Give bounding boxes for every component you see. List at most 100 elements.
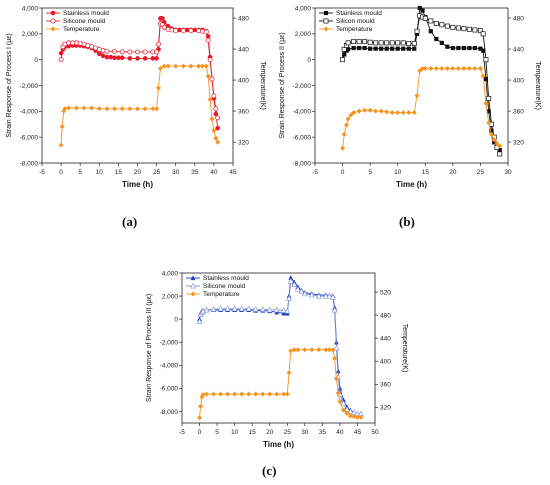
data-point — [333, 344, 340, 351]
y-tick-label: -6,000 — [293, 134, 312, 141]
legend-label: Silicon mould — [336, 18, 375, 25]
data-point — [455, 25, 461, 31]
y2-tick-label: 360 — [380, 382, 391, 389]
data-point — [345, 40, 351, 46]
data-point — [347, 408, 354, 414]
data-point — [104, 48, 110, 54]
y2-tick-label: 440 — [513, 46, 524, 53]
legend-marker — [50, 18, 56, 24]
data-point — [203, 306, 210, 313]
data-point — [215, 125, 221, 131]
y2-tick-label: 480 — [380, 312, 391, 319]
data-point — [156, 85, 162, 91]
series-line — [342, 68, 500, 149]
x-tick-label: 35 — [191, 169, 199, 176]
data-point — [100, 53, 106, 59]
data-point — [395, 40, 401, 46]
data-point — [497, 143, 503, 149]
y2-tick-label: 480 — [513, 15, 524, 22]
legend-label: Stainless mould — [336, 10, 382, 17]
data-point — [173, 28, 179, 34]
data-point — [450, 45, 455, 51]
data-point — [291, 281, 298, 287]
panel-caption-c: (c) — [262, 463, 277, 478]
chart-a-svg: -5 0 5 10 15 20 25 30 35 40 45 -8,000 -6,000 -4,000 -2… — [6, 5, 266, 189]
y2-axis-label: Temperature(K) — [401, 324, 408, 373]
data-point — [213, 106, 219, 112]
data-point — [461, 45, 466, 51]
data-point — [494, 141, 500, 147]
data-point — [104, 106, 110, 112]
x-tick-label: 0 — [198, 429, 202, 436]
x-tick-label: 5 — [368, 169, 372, 176]
data-point — [224, 305, 231, 312]
x-tick-label: 10 — [96, 169, 104, 176]
data-point — [477, 65, 483, 71]
y-tick-label: -2,000 — [293, 83, 312, 90]
y2-tick-label: 320 — [513, 139, 524, 146]
legend-label: Temperature — [336, 26, 373, 33]
data-point — [205, 73, 211, 79]
data-point — [211, 127, 217, 133]
data-point — [215, 139, 221, 145]
data-point — [246, 391, 252, 397]
x-tick-label: 25 — [477, 169, 485, 176]
data-point — [467, 45, 472, 51]
data-point — [444, 65, 450, 71]
data-point — [433, 21, 439, 26]
data-point — [492, 140, 497, 145]
data-point — [62, 106, 68, 112]
data-point — [373, 46, 378, 51]
x-tick-label: 25 — [153, 169, 161, 176]
data-point — [384, 46, 389, 51]
data-point — [188, 28, 194, 34]
data-point — [414, 28, 420, 34]
data-point — [488, 131, 494, 137]
y-tick-label: -6,000 — [160, 386, 179, 393]
data-point — [142, 49, 148, 55]
data-point — [345, 116, 351, 122]
series-1 — [58, 21, 221, 121]
data-point — [294, 285, 301, 292]
x-tick-label: 25 — [284, 429, 292, 436]
data-point — [489, 128, 494, 133]
x-tick-label: 15 — [115, 169, 123, 176]
x-tick-label: -5 — [312, 169, 318, 176]
x-tick-label: 30 — [172, 169, 180, 176]
x-tick-label: 30 — [504, 169, 512, 176]
data-point — [356, 108, 362, 114]
data-point — [414, 31, 420, 36]
data-point — [400, 40, 406, 46]
data-point — [288, 275, 294, 280]
y2-tick-label: 360 — [513, 108, 524, 115]
data-point — [154, 56, 159, 61]
data-point — [420, 65, 426, 71]
chart-b-svg: -5 0 5 10 15 20 25 30 -8,000 -6,000 -4,000 -2,000 0 2… — [279, 5, 541, 189]
data-point — [420, 8, 425, 13]
data-point — [422, 65, 428, 71]
y-tick-label: 4,000 — [295, 5, 312, 12]
data-point — [331, 306, 338, 313]
data-point — [135, 49, 140, 55]
chart-panel-b: -5 0 5 10 15 20 25 30 -8,000 -6,000 -4,000 -2,000 0 2… — [275, 0, 550, 215]
data-point — [213, 135, 219, 141]
data-point — [335, 390, 341, 396]
data-point — [450, 24, 456, 30]
data-point — [252, 306, 259, 312]
x-tick-label: 15 — [422, 169, 430, 176]
data-point — [165, 63, 171, 69]
data-point — [390, 46, 395, 51]
data-point — [197, 415, 203, 421]
data-point — [367, 39, 373, 45]
legend-marker — [323, 18, 329, 24]
data-point — [199, 394, 205, 400]
legend-marker — [50, 26, 56, 32]
data-point — [486, 95, 492, 101]
y-axis-label: Strain Response of Process I (με) — [6, 33, 13, 137]
y-tick-label: -4,000 — [293, 109, 312, 116]
y-tick-label: -8,000 — [293, 160, 312, 167]
data-point — [480, 73, 486, 79]
data-point — [173, 63, 179, 69]
x-tick-label: -5 — [179, 429, 185, 436]
data-point — [66, 105, 72, 111]
